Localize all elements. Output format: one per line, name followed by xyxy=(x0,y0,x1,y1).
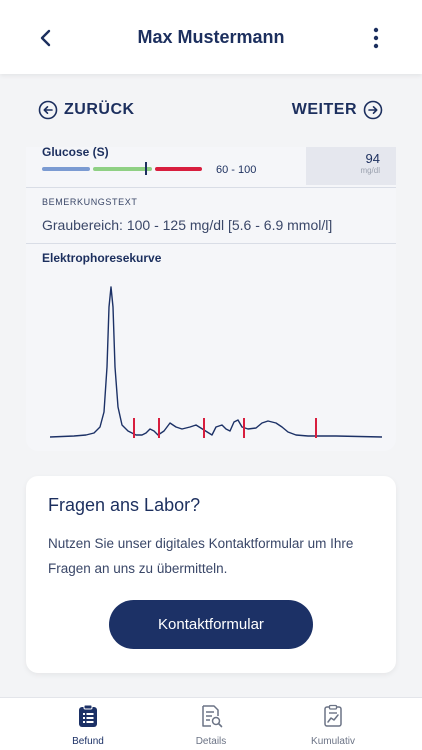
range-normal-segment xyxy=(93,167,152,171)
app-bar: Max Mustermann xyxy=(0,0,422,74)
tab-kumulativ[interactable]: Kumulativ xyxy=(293,704,373,747)
result-value: 94 xyxy=(365,151,380,166)
divider xyxy=(26,187,396,188)
result-navigation: ZURÜCK WEITER xyxy=(0,100,422,128)
electrophoresis-heading: Elektrophoresekurve xyxy=(42,251,162,265)
chevron-left-icon xyxy=(40,29,51,47)
remark-text: Graubereich: 100 - 125 mg/dl [5.6 - 6.9 … xyxy=(42,217,333,233)
clipboard-chart-icon xyxy=(324,704,342,727)
next-button[interactable]: WEITER xyxy=(292,100,383,120)
clipboard-list-icon xyxy=(79,704,97,727)
lab-value-row[interactable]: Glucose (S) 60 - 100 94 mg/dl xyxy=(26,147,396,187)
arrow-left-circle-icon xyxy=(38,100,58,120)
page-title: Max Mustermann xyxy=(137,26,285,47)
contact-form-button[interactable]: Kontaktformular xyxy=(109,600,313,649)
next-label: WEITER xyxy=(291,101,357,118)
result-unit: mg/dl xyxy=(360,166,380,175)
reference-range-text: 60 - 100 xyxy=(216,164,257,176)
contact-body: Nutzen Sie unser digitales Kontaktformul… xyxy=(48,536,354,576)
contact-card: Fragen ans Labor? Nutzen Sie unser digit… xyxy=(26,476,396,673)
range-high-segment xyxy=(155,167,202,171)
tab-details[interactable]: Details xyxy=(171,704,251,747)
value-marker xyxy=(145,162,147,175)
test-name: Glucose (S) xyxy=(42,147,109,159)
document-search-icon xyxy=(202,705,223,728)
previous-button[interactable]: ZURÜCK xyxy=(38,100,135,120)
tab-befund[interactable]: Befund xyxy=(48,704,128,747)
back-button[interactable] xyxy=(34,26,58,50)
range-low-segment xyxy=(42,167,90,171)
tab-label: Befund xyxy=(72,736,104,747)
arrow-right-circle-icon xyxy=(363,100,383,120)
divider xyxy=(26,243,396,244)
more-options-button[interactable] xyxy=(364,26,388,50)
electrophoresis-curve xyxy=(49,286,383,438)
value-box: 94 mg/dl xyxy=(306,147,396,185)
contact-heading: Fragen ans Labor? xyxy=(48,495,201,515)
result-card: Glucose (S) 60 - 100 94 mg/dl BEMERKUNGS… xyxy=(26,147,396,451)
reference-range-bar xyxy=(42,162,202,175)
bottom-tab-bar: Befund Details Kumulativ xyxy=(0,697,422,750)
tab-label: Details xyxy=(195,736,227,747)
electrophoresis-trace xyxy=(49,286,383,438)
previous-label: ZURÜCK xyxy=(64,101,135,118)
more-vertical-icon xyxy=(373,27,379,49)
tab-label: Kumulativ xyxy=(311,736,355,747)
remark-heading: BEMERKUNGSTEXT xyxy=(42,197,138,207)
